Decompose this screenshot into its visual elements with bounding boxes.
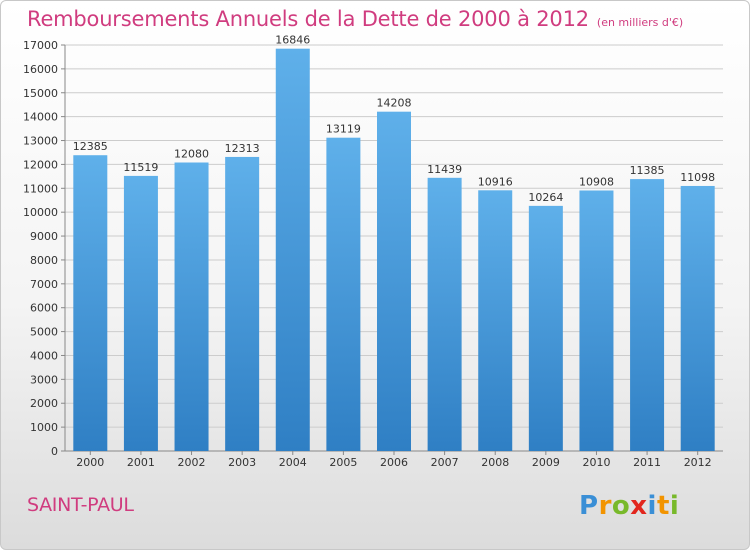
y-tick-label: 1000 <box>30 421 58 434</box>
chart-subtitle: (en milliers d'€) <box>596 16 684 29</box>
x-tick-label: 2010 <box>582 456 610 469</box>
data-label: 11439 <box>427 163 462 176</box>
brand-letter: x <box>630 491 648 521</box>
x-tick-label: 2003 <box>228 456 256 469</box>
x-tick-label: 2009 <box>532 456 560 469</box>
x-tick-label: 2005 <box>329 456 357 469</box>
data-label: 12080 <box>174 148 209 161</box>
data-label: 10916 <box>478 175 513 188</box>
bar-2011 <box>630 179 665 451</box>
data-label: 13119 <box>326 123 361 136</box>
bar-2004 <box>275 48 310 451</box>
data-label: 12313 <box>225 142 260 155</box>
bar-2007 <box>427 177 462 452</box>
brand-letter: t <box>656 491 670 521</box>
x-tick-label: 2000 <box>76 456 104 469</box>
y-tick-label: 11000 <box>23 182 58 195</box>
y-tick-label: 13000 <box>23 135 58 148</box>
data-label: 11098 <box>680 171 715 184</box>
y-tick-label: 8000 <box>30 254 58 267</box>
x-tick-label: 2002 <box>178 456 206 469</box>
chart-title: Remboursements Annuels de la Dette de 20… <box>27 7 683 31</box>
bar-2008 <box>478 190 513 451</box>
data-label: 11519 <box>123 161 158 174</box>
bars <box>73 48 715 452</box>
brand-letter: i <box>647 491 657 521</box>
brand-letter: i <box>669 491 680 521</box>
y-tick-label: 6000 <box>30 302 58 315</box>
data-label: 12385 <box>73 140 108 153</box>
y-tick-label: 2000 <box>30 397 58 410</box>
y-tick-label: 17000 <box>23 39 58 52</box>
y-tick-label: 7000 <box>30 278 58 291</box>
bar-2012 <box>680 185 715 451</box>
data-label: 10264 <box>528 191 563 204</box>
y-tick-label: 10000 <box>23 206 58 219</box>
axes: 0 1000 2000 3000 4000 5000 6000 7000 8000 9000 100… <box>23 39 723 469</box>
y-tick-label: 12000 <box>23 158 58 171</box>
y-tick-label: 5000 <box>30 326 58 339</box>
bar-2010 <box>579 190 614 452</box>
chart-title-text: Remboursements Annuels de la Dette de 20… <box>27 7 589 31</box>
x-tick-label: 2004 <box>279 456 307 469</box>
data-label: 10908 <box>579 175 614 188</box>
x-tick-label: 2011 <box>633 456 661 469</box>
x-tick-label: 2012 <box>684 456 712 469</box>
data-label: 11385 <box>630 164 665 177</box>
brand-letter: r <box>598 491 612 521</box>
bar-2009 <box>528 205 563 451</box>
commune-name: SAINT-PAUL <box>27 494 134 516</box>
x-tick-label: 2006 <box>380 456 408 469</box>
bar-2003 <box>225 156 260 451</box>
bar-2000 <box>73 155 108 452</box>
y-tick-label: 14000 <box>23 111 58 124</box>
y-tick-label: 0 <box>51 445 58 458</box>
bar-2001 <box>123 175 158 451</box>
x-tick-label: 2008 <box>481 456 509 469</box>
x-tick-label: 2001 <box>127 456 155 469</box>
brand-letter: o <box>611 491 631 521</box>
proxiti-logo: Proxiti <box>579 491 679 521</box>
y-tick-label: 3000 <box>30 373 58 386</box>
bar-2002 <box>174 162 209 452</box>
y-tick-label: 15000 <box>23 87 58 100</box>
y-tick-label: 16000 <box>23 63 58 76</box>
bar-2006 <box>377 111 411 451</box>
brand-letter: P <box>579 491 599 521</box>
data-label: 14208 <box>377 97 412 110</box>
data-labels: 12385 11519 12080 12313 16846 13119 14208 11439… <box>73 34 715 204</box>
y-tick-label: 9000 <box>30 230 58 243</box>
data-label: 16846 <box>275 34 310 47</box>
bar-2005 <box>326 137 361 451</box>
y-tick-label: 4000 <box>30 349 58 362</box>
x-tick-label: 2007 <box>431 456 459 469</box>
